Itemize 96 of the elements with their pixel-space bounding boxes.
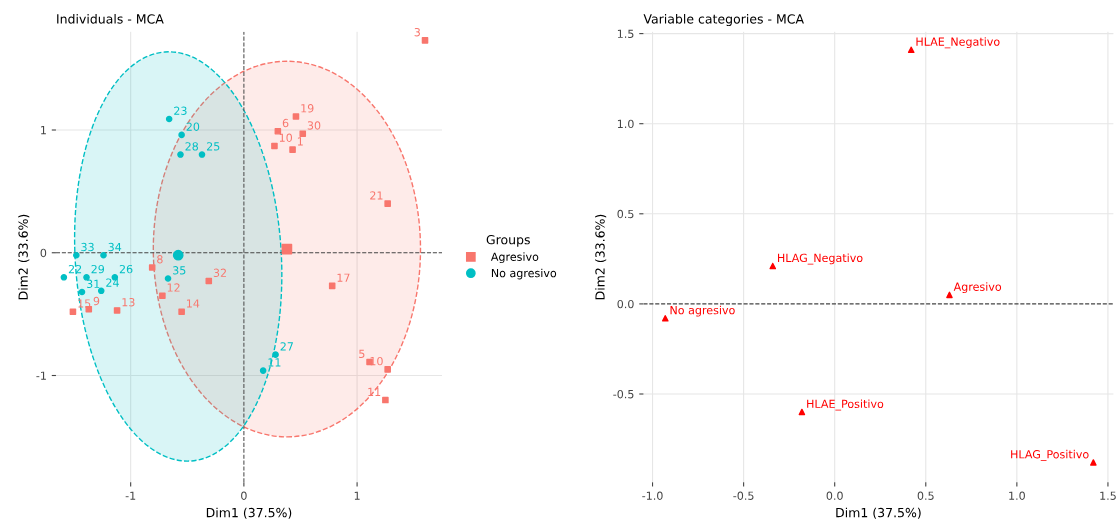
- annotation: 27: [280, 342, 293, 351]
- point: [97, 287, 105, 295]
- x-axis-title: Dim1 (37.5%): [206, 507, 292, 519]
- point: [259, 367, 267, 374]
- point: [164, 275, 172, 282]
- annotation: HLAG_Positivo: [1011, 449, 1089, 461]
- y-tick-label: 1: [41, 126, 46, 135]
- annotation: HLAE_Negativo: [916, 37, 1000, 49]
- legend-title: Groups: [486, 234, 530, 247]
- x-tick-label: 0: [241, 491, 247, 500]
- annotation: HLAE_Positivo: [807, 399, 884, 411]
- point: [907, 46, 915, 54]
- annotation: 24: [106, 278, 119, 287]
- annotation: 26: [119, 264, 133, 274]
- x-tick-label: 1: [354, 491, 360, 500]
- annotation: 9: [93, 296, 100, 306]
- y-tick-label: 1.5: [617, 29, 634, 38]
- legend-label: No agresivo: [491, 268, 557, 280]
- annotation: 19: [301, 104, 314, 113]
- point: [946, 291, 953, 299]
- point: [148, 264, 156, 271]
- y-tick-label: 0: [40, 248, 47, 258]
- annotation: 13: [122, 298, 135, 307]
- annotation: 10: [279, 133, 293, 142]
- x-tick-label: 0.5: [917, 491, 934, 500]
- annotation: 8: [157, 255, 163, 264]
- annotation: Agresivo: [953, 282, 1002, 294]
- point: [274, 127, 282, 135]
- point: [205, 277, 213, 285]
- annotation: 22: [68, 264, 82, 274]
- annotation: 31: [87, 279, 100, 289]
- point: [198, 151, 206, 158]
- annotation: 29: [91, 264, 105, 274]
- chart-title: Variable categories - MCA: [643, 13, 804, 27]
- y-tick-label: -1: [36, 371, 46, 380]
- annotation: 34: [108, 242, 122, 252]
- point: [798, 408, 806, 416]
- y-tick-label: 0.0: [617, 299, 634, 309]
- point: [73, 251, 80, 259]
- x-tick-label: 1.0: [1009, 491, 1025, 500]
- point: [177, 151, 184, 158]
- point: [271, 142, 278, 150]
- point: [299, 130, 307, 137]
- annotation: 23: [174, 106, 187, 115]
- annotation: 30: [307, 121, 321, 130]
- point: [272, 351, 279, 358]
- point: [69, 308, 77, 315]
- point: [178, 308, 185, 315]
- chart-title: Individuals - MCA: [57, 13, 164, 24]
- point: [1090, 459, 1097, 466]
- annotation: 32: [213, 268, 226, 277]
- point: [78, 288, 86, 296]
- point: [178, 131, 185, 139]
- point: [421, 37, 429, 44]
- y-axis-title: Dim2 (33.6%): [18, 214, 30, 300]
- x-tick-label: -1.0: [642, 491, 663, 500]
- point: [384, 200, 391, 207]
- point: [769, 262, 777, 270]
- annotation: 5: [359, 349, 365, 358]
- point: [159, 292, 166, 300]
- point: [165, 115, 173, 123]
- annotation: 25: [206, 142, 220, 151]
- annotation: 3: [414, 27, 420, 37]
- point: [384, 366, 391, 373]
- annotation: 17: [337, 273, 350, 282]
- annotation: 11: [268, 358, 281, 367]
- x-tick-label: -1: [125, 491, 136, 500]
- annotation: No agresivo: [670, 305, 735, 317]
- x-tick-label: 0.0: [826, 491, 843, 500]
- legend-label: Agresivo: [490, 252, 539, 264]
- annotation: 35: [173, 266, 186, 275]
- x-tick-label: -0.5: [733, 491, 754, 500]
- x-axis-title: Dim1 (37.5%): [836, 507, 921, 519]
- annotation: 21: [370, 191, 383, 200]
- point: [292, 113, 300, 120]
- point: [100, 251, 107, 259]
- y-tick-label: -0.5: [613, 389, 634, 399]
- y-tick-label: 1.0: [617, 119, 634, 129]
- annotation: 33: [81, 242, 94, 252]
- annotation: 14: [187, 299, 200, 308]
- annotation: 1: [297, 137, 303, 146]
- point: [60, 274, 68, 281]
- point: [113, 307, 121, 314]
- point: [661, 315, 669, 322]
- annotation: 12: [167, 283, 180, 292]
- point: [382, 396, 389, 404]
- annotation: 6: [282, 118, 289, 128]
- point: [289, 146, 296, 153]
- point: [172, 249, 184, 261]
- y-tick-label: 0.5: [617, 209, 634, 219]
- annotation: HLAG_Negativo: [778, 253, 863, 265]
- annotation: 28: [185, 142, 199, 151]
- annotation: 11: [368, 387, 381, 396]
- annotation: 20: [186, 122, 200, 131]
- y-axis-title: Dim2 (33.6%): [595, 214, 607, 300]
- x-tick-label: 1.5: [1100, 491, 1116, 500]
